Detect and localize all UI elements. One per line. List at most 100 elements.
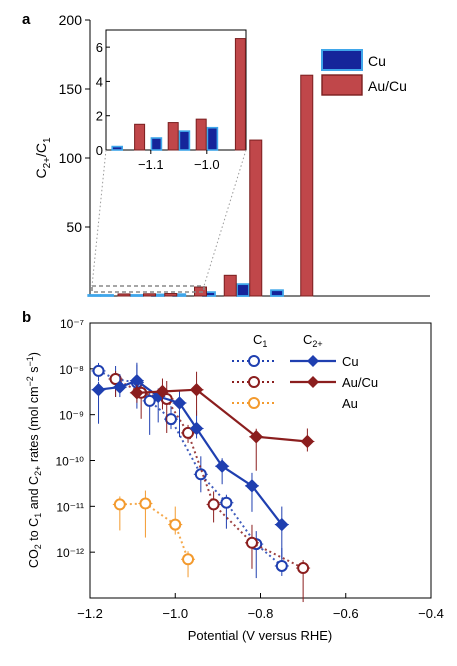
- panel-b-legend-rows: Cu Au/Cu Au: [232, 354, 378, 411]
- legend-label-aucu: Au/Cu: [342, 375, 378, 390]
- point-cu-c2plus: [172, 396, 187, 410]
- bar-cu: [129, 294, 144, 297]
- point-cu-c2plus: [189, 421, 204, 436]
- panel-b-x-tick-label: −0.8: [248, 606, 274, 621]
- legend-label-cu: Cu: [368, 53, 386, 69]
- inset-y-tick-label: 0: [96, 143, 103, 158]
- point-cu-c1: [143, 394, 156, 407]
- panel-b-label: b: [22, 309, 31, 326]
- legend-head-c2: C2+: [303, 332, 323, 349]
- panel-a-ylabel: C2+/C1: [33, 137, 53, 179]
- panel-a: a C2+/C1 50 100 150 200 0 2 4 6 −1.1 −1.0 Cu Au/…: [22, 11, 430, 297]
- point-au-c1: [139, 497, 152, 510]
- panel-b-x-tick-label: −1.2: [77, 606, 103, 621]
- point-aucu-c1: [297, 562, 310, 575]
- point-aucu-c1: [182, 426, 195, 439]
- panel-b-y-tick-label: 10⁻⁸: [59, 363, 84, 377]
- legend-head-c1: C1: [253, 332, 267, 349]
- legend-swatch-cu: [321, 49, 363, 71]
- bar-cu: [87, 294, 102, 297]
- zoom-connector-left: [91, 149, 107, 287]
- point-cu-c2plus: [245, 479, 259, 493]
- panel-a-y-tick-label: 200: [59, 12, 83, 28]
- inset-bar-cu: [150, 137, 163, 151]
- point-cu-c2plus: [215, 459, 229, 473]
- bar-cu: [270, 289, 284, 297]
- bar-cu: [100, 294, 114, 297]
- legend-label-cu: Cu: [342, 354, 359, 369]
- inset-bar-aucu: [134, 123, 146, 151]
- legend-c2-marker-aucu: [307, 376, 319, 388]
- point-au-c1: [113, 498, 126, 511]
- point-aucu-c1: [207, 498, 220, 511]
- panel-b-x-tick-label: −0.6: [333, 606, 359, 621]
- legend-c2-marker-cu: [307, 355, 319, 367]
- line-aucu-c1: [115, 378, 304, 569]
- point-au-c1: [182, 553, 195, 566]
- panel-a-y-tick-label: 50: [66, 219, 82, 235]
- point-cu-c1: [220, 496, 233, 509]
- bar-cu: [236, 283, 250, 297]
- point-aucu-c2plus: [300, 434, 315, 449]
- inset-y-tick-label: 6: [96, 40, 103, 55]
- inset-bar-cu: [111, 145, 123, 151]
- panel-b-y-tick-label: 10⁻⁷: [60, 317, 84, 331]
- inset-y-tick-label: 2: [96, 109, 103, 124]
- inset-x-tick-label: −1.1: [138, 157, 164, 172]
- point-aucu-c2plus: [189, 383, 204, 397]
- panel-a-y-tick-label: 150: [59, 81, 83, 97]
- panel-b: b CO2 to C1 and C2+ rates (mol cm−2 s−1)…: [22, 309, 444, 643]
- panel-b-y-tick-label: 10⁻¹²: [56, 546, 84, 560]
- panel-b-x-tick-label: −0.4: [418, 606, 444, 621]
- bar-aucu: [143, 293, 156, 297]
- line-au-c1: [119, 502, 189, 560]
- panel-b-series: [91, 362, 315, 603]
- panel-a-label: a: [22, 11, 31, 28]
- inset-bar-aucu: [234, 38, 246, 151]
- point-aucu-c2plus: [155, 384, 170, 399]
- panel-a-y-tick-label: 100: [59, 150, 83, 166]
- legend-c1-marker-aucu: [248, 376, 260, 388]
- inset-bar-cu: [178, 130, 191, 151]
- bar-aucu: [164, 293, 178, 297]
- inset-zoom-box: [91, 285, 205, 293]
- panel-b-x-tick-label: −1.0: [162, 606, 188, 621]
- point-cu-c1: [275, 559, 288, 572]
- legend-label-au: Au: [342, 396, 358, 411]
- panel-b-y-tick-label: 10⁻⁹: [59, 409, 84, 423]
- bar-aucu: [117, 293, 131, 297]
- panel-b-ylabel: CO2 to C1 and C2+ rates (mol cm−2 s−1): [25, 352, 43, 568]
- inset-bars: [111, 38, 246, 151]
- inset-y-tick-label: 4: [96, 74, 103, 89]
- legend-c1-marker-au: [248, 397, 260, 409]
- panel-b-frame: [89, 322, 432, 599]
- point-aucu-c2plus: [249, 430, 263, 444]
- inset-ticks: 0 2 4 6 −1.1 −1.0: [96, 40, 220, 172]
- panel-b-legend: C1 C2+ Cu Au/Cu Au: [232, 332, 378, 411]
- bar-aucu: [249, 139, 263, 297]
- inset-bar-aucu: [195, 118, 207, 151]
- bar-aucu: [223, 274, 237, 297]
- panel-a-y-ticks: 50 100 150 200: [59, 12, 90, 235]
- point-cu-c1: [164, 413, 177, 426]
- inset-bar-cu: [206, 126, 219, 151]
- point-aucu-c2plus: [130, 386, 144, 400]
- point-cu-c2plus: [91, 383, 106, 397]
- inset-bar-aucu: [167, 122, 179, 151]
- legend-swatch-aucu: [321, 74, 363, 96]
- inset-x-tick-label: −1.0: [194, 157, 220, 172]
- panel-b-y-tick-label: 10⁻¹¹: [56, 500, 84, 514]
- point-cu-c2plus: [275, 517, 289, 532]
- legend-label-aucu: Au/Cu: [368, 78, 407, 94]
- panel-a-legend: Cu Au/Cu: [321, 49, 407, 96]
- point-cu-c1: [92, 364, 105, 377]
- legend-c1-marker-cu: [248, 355, 260, 367]
- point-aucu-c1: [245, 536, 258, 549]
- panel-b-y-tick-label: 10⁻¹⁰: [56, 455, 85, 469]
- point-au-c1: [169, 518, 182, 531]
- point-cu-c2plus: [113, 380, 127, 394]
- point-aucu-c1: [109, 373, 122, 386]
- panel-b-ticks: −1.2 −1.0 −0.8 −0.6 −0.4 10⁻¹² 10⁻¹¹ 10⁻¹⁰ 10⁻⁹ 1…: [56, 317, 444, 621]
- panel-b-xlabel: Potential (V versus RHE): [188, 628, 333, 643]
